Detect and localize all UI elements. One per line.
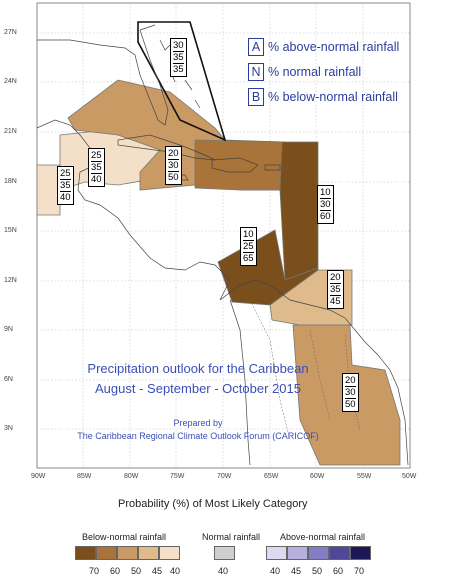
tick-above-40: 40 — [270, 566, 281, 576]
prob-below: 50 — [168, 172, 179, 183]
prob-below: 45 — [330, 296, 341, 307]
swatch-above-45 — [287, 546, 308, 560]
key-text-below: % below-normal rainfall — [268, 90, 398, 104]
prob-normal: 25 — [243, 241, 254, 253]
prepared-by: Prepared by — [173, 418, 223, 428]
lat-label: 12N — [4, 277, 17, 284]
region-belize — [36, 164, 61, 216]
prob-above: 10 — [320, 187, 331, 199]
key-below: B % below-normal rainfall — [248, 88, 398, 106]
lon-label: 60W — [310, 473, 325, 480]
lat-label: 15N — [4, 227, 17, 234]
map-title-line1: Precipitation outlook for the Caribbean — [87, 361, 309, 376]
tick-above-60: 60 — [333, 566, 344, 576]
region-greater-antilles-band — [194, 139, 286, 191]
prob-box-trinidad: 20 35 45 — [327, 270, 344, 309]
tick-below-70: 70 — [89, 566, 100, 576]
organization: The Caribbean Regional Climate Outlook F… — [77, 431, 319, 441]
key-letter-normal: N — [248, 63, 264, 81]
tick-below-50: 50 — [131, 566, 142, 576]
prob-normal: 30 — [168, 160, 179, 172]
prob-above: 10 — [243, 229, 254, 241]
coastlines — [36, 24, 409, 466]
prob-below: 50 — [345, 399, 356, 410]
tick-below-40: 40 — [170, 566, 181, 576]
prob-normal: 35 — [173, 52, 184, 64]
map-title-line2: August - September - October 2015 — [95, 381, 301, 396]
prob-normal: 30 — [345, 387, 356, 399]
region-bahamas-outline — [137, 21, 227, 142]
swatch-above-70 — [350, 546, 371, 560]
tick-above-70: 70 — [354, 566, 365, 576]
lat-label: 3N — [4, 425, 13, 432]
key-text-above: % above-normal rainfall — [268, 40, 400, 54]
prob-box-central-caribbean: 10 25 65 — [240, 227, 257, 266]
prob-normal: 30 — [320, 199, 331, 211]
swatch-above-60 — [329, 546, 350, 560]
tick-above-50: 50 — [312, 566, 323, 576]
normal-label: Normal rainfall — [202, 532, 261, 542]
lon-label: 70W — [217, 473, 232, 480]
key-normal: N % normal rainfall — [248, 63, 361, 81]
lon-label: 85W — [77, 473, 92, 480]
tick-normal-40: 40 — [218, 566, 229, 576]
above-normal-label: Above-normal rainfall — [280, 532, 366, 542]
key-letter-above: A — [248, 38, 264, 56]
key-text-normal: % normal rainfall — [268, 65, 362, 79]
swatch-above-50 — [308, 546, 329, 560]
tick-below-60: 60 — [110, 566, 121, 576]
prob-below: 60 — [320, 211, 331, 222]
swatch-below-70 — [75, 546, 96, 560]
swatch-normal-40 — [214, 546, 235, 560]
prob-box-belize: 25 35 40 — [57, 166, 74, 205]
prob-box-greater-antilles: 20 30 50 — [165, 146, 182, 185]
lat-label: 9N — [4, 326, 13, 333]
scale-title: Probability (%) of Most Likely Category — [118, 498, 308, 510]
prob-above: 20 — [168, 148, 179, 160]
below-normal-label: Below-normal rainfall — [82, 532, 167, 542]
swatch-below-45 — [138, 546, 159, 560]
prob-above: 25 — [91, 150, 102, 162]
lon-label: 65W — [264, 473, 279, 480]
borders — [249, 299, 361, 441]
prob-normal: 35 — [330, 284, 341, 296]
prob-above: 25 — [60, 168, 71, 180]
prob-box-honduras: 25 35 40 — [88, 148, 105, 187]
region-eastern-caribbean — [279, 141, 319, 281]
lat-label: 24N — [4, 78, 17, 85]
prob-above: 20 — [330, 272, 341, 284]
lon-label: 80W — [124, 473, 139, 480]
swatch-below-60 — [96, 546, 117, 560]
prob-below: 65 — [243, 253, 254, 264]
lat-label: 18N — [4, 178, 17, 185]
lat-label: 27N — [4, 29, 17, 36]
prob-below: 35 — [173, 64, 184, 75]
prob-box-eastern-caribbean: 10 30 60 — [317, 185, 334, 224]
swatch-below-50 — [117, 546, 138, 560]
lon-label: 90W — [31, 473, 46, 480]
key-letter-below: B — [248, 88, 264, 106]
lat-label: 6N — [4, 376, 13, 383]
prob-below: 40 — [91, 174, 102, 185]
lon-label: 75W — [170, 473, 185, 480]
tick-below-45: 45 — [152, 566, 163, 576]
key-above: A % above-normal rainfall — [248, 38, 399, 56]
prob-box-bahamas: 30 35 35 — [170, 38, 187, 77]
prob-above: 30 — [173, 40, 184, 52]
tick-above-45: 45 — [291, 566, 302, 576]
lon-label: 50W — [402, 473, 417, 480]
prob-box-guianas: 20 30 50 — [342, 373, 359, 412]
prob-below: 40 — [60, 192, 71, 203]
lat-label: 21N — [4, 128, 17, 135]
prob-above: 20 — [345, 375, 356, 387]
swatch-above-40 — [266, 546, 287, 560]
lon-label: 55W — [357, 473, 372, 480]
swatch-below-40 — [159, 546, 180, 560]
prob-normal: 35 — [60, 180, 71, 192]
prob-normal: 35 — [91, 162, 102, 174]
